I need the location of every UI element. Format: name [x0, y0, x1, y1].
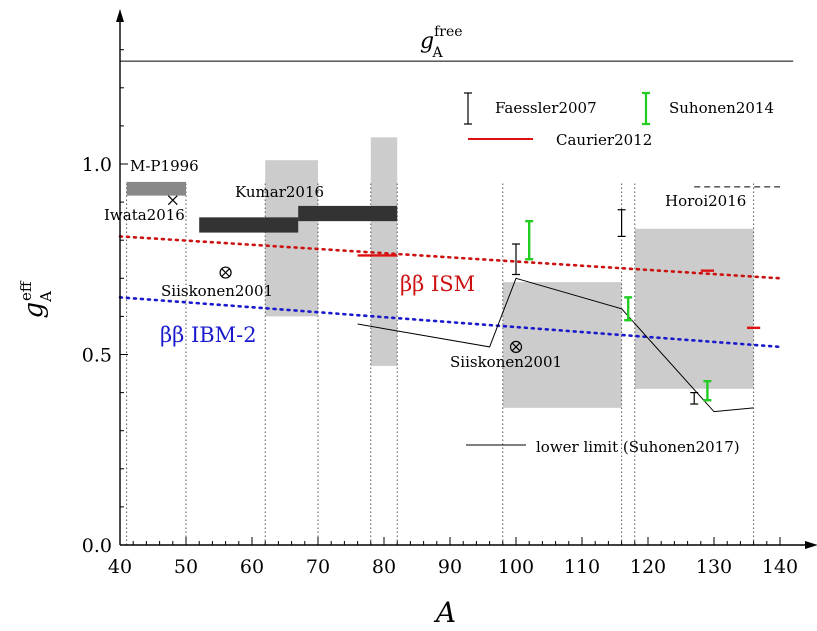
legend-lower-limit-label: lower limit (Suhonen2017): [536, 438, 740, 456]
lower-limit-line: [357, 277, 754, 413]
x-tick-label: 80: [372, 556, 396, 578]
x-tick-label: 60: [240, 556, 264, 578]
x-tick-label: 50: [174, 556, 198, 578]
range-boxes: [265, 137, 754, 408]
faessler2007-errorbar: [690, 392, 699, 405]
x-tick-label: 40: [108, 556, 132, 578]
x-tick-label: 70: [306, 556, 330, 578]
legend: Faessler2007 Suhonen2014 Caurier2012 low…: [464, 91, 774, 456]
y-tick-label: 0.0: [82, 535, 112, 557]
x-tick-label: 140: [762, 556, 798, 578]
faessler2007-errorbar: [617, 209, 626, 237]
label-siiskonen2001-b: Siiskonen2001: [450, 353, 562, 371]
label-bb-ibm2: ββ IBM-2: [160, 323, 257, 347]
gray-range-box: [265, 160, 318, 317]
kumar2016-bar: [298, 205, 398, 222]
label-kumar2016: Kumar2016: [235, 183, 324, 201]
x-ticks: 40 50 60 70 80 90 100 110 120 130 140: [108, 537, 798, 578]
faessler2007-errorbar: [512, 243, 520, 276]
point-cross: [221, 268, 230, 277]
suhonen2014-errorbar: [525, 219, 534, 261]
siiskonen2001-point: [219, 266, 232, 279]
y-axis-arrow: [116, 9, 124, 22]
ism-curve: [118, 235, 782, 280]
x-axis-title: A: [433, 596, 456, 629]
free-ga-base: g: [420, 29, 434, 54]
point-cross: [167, 195, 178, 206]
iwata2016-point: [167, 195, 178, 206]
y-tick-label: 1.0: [82, 154, 112, 176]
gray-range-box: [634, 228, 754, 389]
label-siiskonen2001-a: Siiskonen2001: [161, 282, 273, 300]
x-tick-label: 130: [696, 556, 732, 578]
siiskonen2001-point: [509, 340, 523, 353]
y-axis-title: gAeff: [17, 280, 55, 318]
free-ga-sub: A: [432, 45, 444, 61]
curves: [118, 186, 782, 413]
x-axis-arrow: [805, 541, 817, 549]
label-horoi2016: Horoi2016: [665, 192, 746, 210]
suhonen2014-errorbar: [703, 379, 712, 402]
y-ticks: 0.0 0.5 1.0: [82, 49, 128, 557]
label-iwata2016: Iwata2016: [104, 206, 185, 224]
y-tick-label: 0.5: [82, 345, 112, 367]
legend-suhonen2014-label: Suhonen2014: [669, 99, 774, 117]
x-tick-label: 110: [564, 556, 600, 578]
suhonen2014-errorbar: [624, 296, 633, 322]
point-circle: [219, 266, 232, 279]
legend-faessler-label: Faessler2007: [495, 99, 597, 117]
label-bb-ism: ββ ISM: [400, 272, 475, 296]
point-cross: [511, 342, 521, 352]
x-tick-label: 120: [630, 556, 666, 578]
x-tick-label: 100: [498, 556, 534, 578]
kumar2016-bar: [199, 217, 299, 233]
legend-faessler-symbol: [464, 92, 472, 125]
free-ga-label: gfree A: [420, 24, 463, 61]
vertical-dotted-lines: [126, 183, 755, 545]
data-marks: [167, 195, 761, 405]
mp1996-bar: [126, 181, 186, 196]
free-ga-sup: free: [434, 24, 462, 40]
legend-caurier-label: Caurier2012: [556, 131, 652, 149]
y-axis-title-sub: A: [37, 291, 55, 303]
legend-suhonen2014-symbol: [642, 91, 650, 126]
point-circle: [509, 340, 523, 353]
label-mp1996: M-P1996: [130, 157, 199, 175]
y-axis-title-sup: eff: [17, 280, 35, 301]
gray-range-box: [370, 137, 398, 366]
ibm2-curve: [118, 296, 782, 349]
x-tick-label: 90: [438, 556, 462, 578]
bar-bands: [126, 181, 398, 233]
